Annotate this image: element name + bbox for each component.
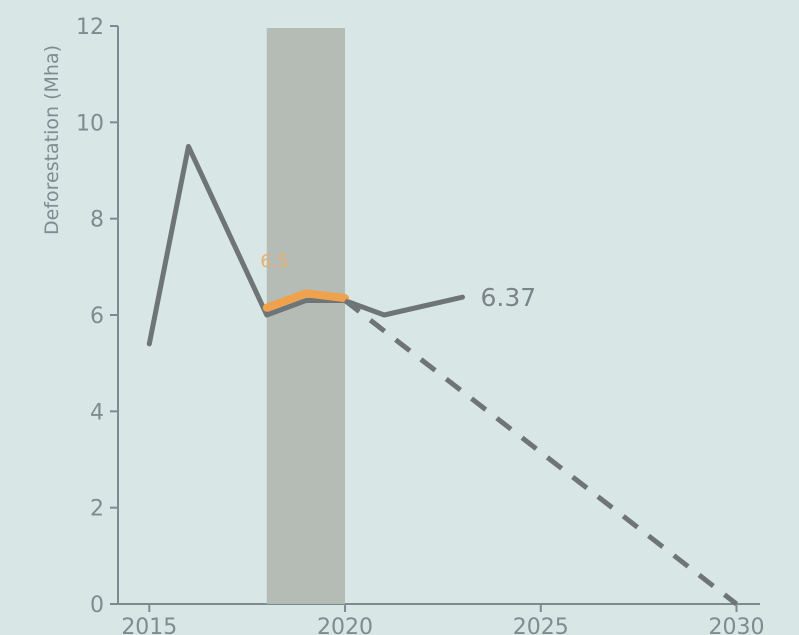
y-tick-label-6: 12 (76, 15, 104, 40)
axes-layer (117, 26, 760, 605)
x-tick-label-1: 2020 (317, 615, 373, 635)
series-layer (146, 143, 739, 606)
highlight-band (266, 28, 346, 604)
series-target_path-line (343, 298, 739, 606)
y-tick-label-1: 2 (90, 497, 104, 522)
y-tick-label-4: 8 (90, 208, 104, 233)
y-tick-label-0: 0 (90, 593, 104, 618)
y-tick-label-2: 4 (90, 400, 104, 425)
x-tick-label-3: 2030 (709, 615, 765, 635)
x-tick-label-0: 2015 (121, 615, 177, 635)
x-tick-label-2: 2025 (513, 615, 569, 635)
highlight-band-layer (266, 28, 346, 604)
label-layer: 0 2 4 6 8 10 12 2015 2020 2025 2030 6.37 6.5 (76, 15, 765, 635)
y-axis-title: Deforestation (Mha) (41, 45, 63, 235)
annotation-0: 6.37 (480, 283, 536, 312)
y-tick-label-3: 6 (90, 304, 104, 329)
y-tick-label-5: 10 (76, 111, 104, 136)
annotation-1: 6.5 (260, 251, 289, 272)
